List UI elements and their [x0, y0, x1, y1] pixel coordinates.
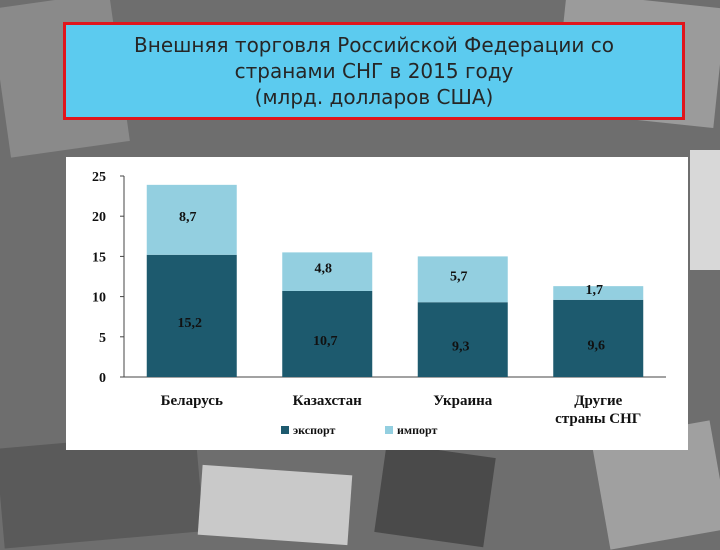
- bar-export: [417, 302, 508, 377]
- y-tick-label: 20: [92, 210, 106, 225]
- stacked-bar-chart: 0 5 10 15 20 25 15,2 8,7 Беларусь 10,7 4,8 Казахста…: [92, 170, 666, 437]
- legend-label-import: импорт: [397, 423, 438, 437]
- data-label: 5,7: [450, 269, 468, 284]
- title-line-3: (млрд. долларов США): [254, 85, 494, 109]
- category-label: Беларусь: [161, 393, 223, 409]
- slide-title: Внешняя торговля Российской Федерации со…: [63, 22, 685, 120]
- legend-label-export: экспорт: [293, 423, 336, 437]
- y-tick-label: 25: [92, 170, 106, 185]
- data-label: 15,2: [178, 316, 203, 331]
- bar-export: [146, 254, 237, 377]
- bar-import: [282, 252, 373, 291]
- category-label: Казахстан: [293, 393, 362, 409]
- legend-swatch-import: [385, 426, 393, 434]
- bar-import: [417, 256, 508, 303]
- title-line-2: странами СНГ в 2015 году: [234, 59, 514, 83]
- y-tick-label: 15: [92, 250, 106, 265]
- y-tick-label: 5: [99, 331, 106, 346]
- data-label: 8,7: [179, 210, 197, 225]
- bar-import: [553, 286, 644, 300]
- y-tick-label: 0: [99, 371, 106, 386]
- data-label: 9,3: [452, 340, 470, 355]
- category-label: Украина: [433, 393, 493, 409]
- title-line-1: Внешняя торговля Российской Федерации со: [134, 33, 614, 57]
- category-label: страны СНГ: [555, 411, 641, 427]
- legend-swatch-export: [281, 426, 289, 434]
- data-label: 9,6: [588, 338, 606, 353]
- chart-panel: 0 5 10 15 20 25 15,2 8,7 Беларусь 10,7 4,8 Казахста…: [66, 157, 688, 450]
- data-label: 10,7: [313, 334, 338, 349]
- category-label: Другие: [574, 393, 622, 409]
- y-tick-label: 10: [92, 291, 106, 306]
- data-label: 1,7: [586, 283, 604, 298]
- bar-export: [282, 290, 373, 377]
- bar-import: [146, 184, 237, 255]
- bar-export: [553, 299, 644, 377]
- data-label: 4,8: [315, 262, 333, 277]
